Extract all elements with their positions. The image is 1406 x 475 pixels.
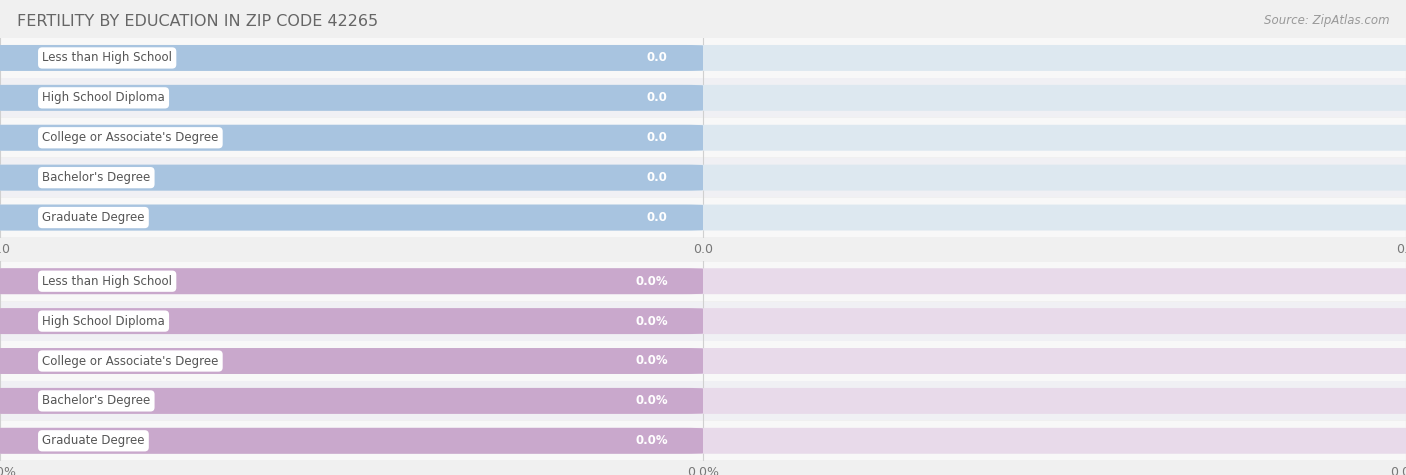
Text: 0.0%: 0.0%	[636, 275, 668, 288]
FancyBboxPatch shape	[0, 85, 703, 111]
FancyBboxPatch shape	[0, 85, 1406, 111]
Text: Graduate Degree: Graduate Degree	[42, 211, 145, 224]
Text: 0.0: 0.0	[647, 171, 668, 184]
FancyBboxPatch shape	[0, 158, 1406, 197]
Text: High School Diploma: High School Diploma	[42, 314, 165, 328]
Text: 0.0: 0.0	[647, 131, 668, 144]
Text: 0.0%: 0.0%	[636, 434, 668, 447]
FancyBboxPatch shape	[0, 302, 1406, 341]
Text: 0.0%: 0.0%	[636, 354, 668, 368]
FancyBboxPatch shape	[0, 308, 1406, 334]
FancyBboxPatch shape	[0, 38, 1406, 77]
FancyBboxPatch shape	[0, 205, 1406, 230]
FancyBboxPatch shape	[0, 308, 703, 334]
Text: College or Associate's Degree: College or Associate's Degree	[42, 354, 218, 368]
FancyBboxPatch shape	[0, 342, 1406, 380]
Text: Bachelor's Degree: Bachelor's Degree	[42, 394, 150, 408]
FancyBboxPatch shape	[0, 381, 1406, 420]
FancyBboxPatch shape	[0, 388, 703, 414]
Text: 0.0%: 0.0%	[636, 394, 668, 408]
FancyBboxPatch shape	[0, 348, 703, 374]
Text: 0.0: 0.0	[647, 211, 668, 224]
FancyBboxPatch shape	[0, 45, 1406, 71]
FancyBboxPatch shape	[0, 428, 1406, 454]
Text: 0.0: 0.0	[647, 51, 668, 65]
Text: College or Associate's Degree: College or Associate's Degree	[42, 131, 218, 144]
FancyBboxPatch shape	[0, 125, 703, 151]
FancyBboxPatch shape	[0, 388, 1406, 414]
FancyBboxPatch shape	[0, 125, 1406, 151]
Text: Less than High School: Less than High School	[42, 275, 172, 288]
Text: High School Diploma: High School Diploma	[42, 91, 165, 104]
FancyBboxPatch shape	[0, 268, 1406, 294]
FancyBboxPatch shape	[0, 348, 1406, 374]
FancyBboxPatch shape	[0, 165, 1406, 190]
FancyBboxPatch shape	[0, 165, 703, 190]
FancyBboxPatch shape	[0, 205, 703, 230]
Text: Graduate Degree: Graduate Degree	[42, 434, 145, 447]
FancyBboxPatch shape	[0, 428, 703, 454]
Text: 0.0%: 0.0%	[636, 314, 668, 328]
FancyBboxPatch shape	[0, 198, 1406, 237]
FancyBboxPatch shape	[0, 118, 1406, 157]
FancyBboxPatch shape	[0, 268, 703, 294]
FancyBboxPatch shape	[0, 262, 1406, 301]
Text: Less than High School: Less than High School	[42, 51, 172, 65]
Text: FERTILITY BY EDUCATION IN ZIP CODE 42265: FERTILITY BY EDUCATION IN ZIP CODE 42265	[17, 14, 378, 29]
FancyBboxPatch shape	[0, 421, 1406, 460]
Text: Bachelor's Degree: Bachelor's Degree	[42, 171, 150, 184]
Text: 0.0: 0.0	[647, 91, 668, 104]
FancyBboxPatch shape	[0, 78, 1406, 117]
Text: Source: ZipAtlas.com: Source: ZipAtlas.com	[1264, 14, 1389, 27]
FancyBboxPatch shape	[0, 45, 703, 71]
